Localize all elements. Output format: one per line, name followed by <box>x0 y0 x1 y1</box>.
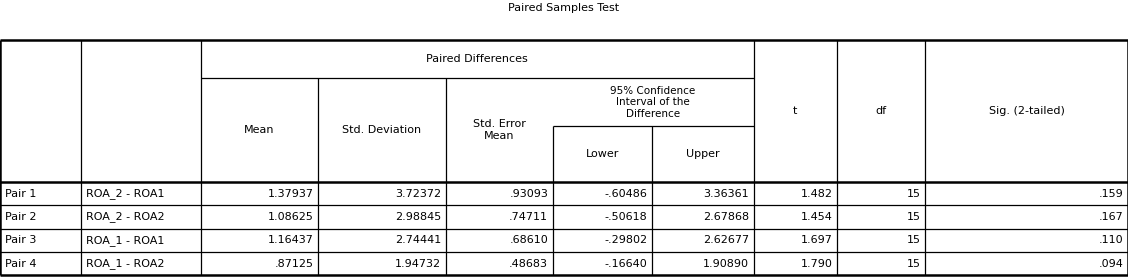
Text: Mean: Mean <box>244 125 275 135</box>
Text: .167: .167 <box>1099 212 1123 222</box>
Text: 15: 15 <box>907 189 920 199</box>
Text: Std. Deviation: Std. Deviation <box>342 125 422 135</box>
Text: 15: 15 <box>907 235 920 245</box>
Text: .74711: .74711 <box>509 212 548 222</box>
Text: df: df <box>875 106 887 116</box>
Text: -.29802: -.29802 <box>605 235 647 245</box>
Text: .110: .110 <box>1099 235 1123 245</box>
Text: 2.74441: 2.74441 <box>395 235 441 245</box>
Text: ROA_2 - ROA1: ROA_2 - ROA1 <box>86 188 165 199</box>
Text: Pair 3: Pair 3 <box>5 235 36 245</box>
Text: 1.454: 1.454 <box>801 212 832 222</box>
Text: 2.67868: 2.67868 <box>703 212 749 222</box>
Text: ROA_2 - ROA2: ROA_2 - ROA2 <box>86 212 165 222</box>
Text: .68610: .68610 <box>510 235 548 245</box>
Text: Sig. (2-tailed): Sig. (2-tailed) <box>988 106 1065 116</box>
Text: Pair 1: Pair 1 <box>5 189 36 199</box>
Text: t: t <box>793 106 797 116</box>
Text: 1.08625: 1.08625 <box>267 212 314 222</box>
Text: ROA_1 - ROA1: ROA_1 - ROA1 <box>86 235 164 246</box>
Text: 1.697: 1.697 <box>801 235 832 245</box>
Text: 15: 15 <box>907 212 920 222</box>
Text: 3.72372: 3.72372 <box>395 189 441 199</box>
Text: .48683: .48683 <box>509 259 548 269</box>
Text: 2.98845: 2.98845 <box>395 212 441 222</box>
Text: Std. Error
Mean: Std. Error Mean <box>473 119 526 141</box>
Text: 1.482: 1.482 <box>801 189 832 199</box>
Text: -.16640: -.16640 <box>605 259 647 269</box>
Text: Paired Samples Test: Paired Samples Test <box>509 3 619 13</box>
Text: 1.94732: 1.94732 <box>395 259 441 269</box>
Text: 1.90890: 1.90890 <box>703 259 749 269</box>
Text: -.50618: -.50618 <box>605 212 647 222</box>
Text: 1.16437: 1.16437 <box>267 235 314 245</box>
Text: .159: .159 <box>1099 189 1123 199</box>
Text: .93093: .93093 <box>510 189 548 199</box>
Text: 1.790: 1.790 <box>801 259 832 269</box>
Text: 15: 15 <box>907 259 920 269</box>
Text: ROA_1 - ROA2: ROA_1 - ROA2 <box>86 258 165 269</box>
Text: Lower: Lower <box>585 149 619 159</box>
Text: Paired Differences: Paired Differences <box>426 54 528 64</box>
Text: Pair 4: Pair 4 <box>5 259 36 269</box>
Text: Upper: Upper <box>686 149 720 159</box>
Text: 3.36361: 3.36361 <box>704 189 749 199</box>
Text: -.60486: -.60486 <box>605 189 647 199</box>
Text: 2.62677: 2.62677 <box>703 235 749 245</box>
Text: .094: .094 <box>1099 259 1123 269</box>
Text: Pair 2: Pair 2 <box>5 212 36 222</box>
Text: 95% Confidence
Interval of the
Difference: 95% Confidence Interval of the Differenc… <box>610 86 696 119</box>
Text: 1.37937: 1.37937 <box>267 189 314 199</box>
Text: .87125: .87125 <box>274 259 314 269</box>
